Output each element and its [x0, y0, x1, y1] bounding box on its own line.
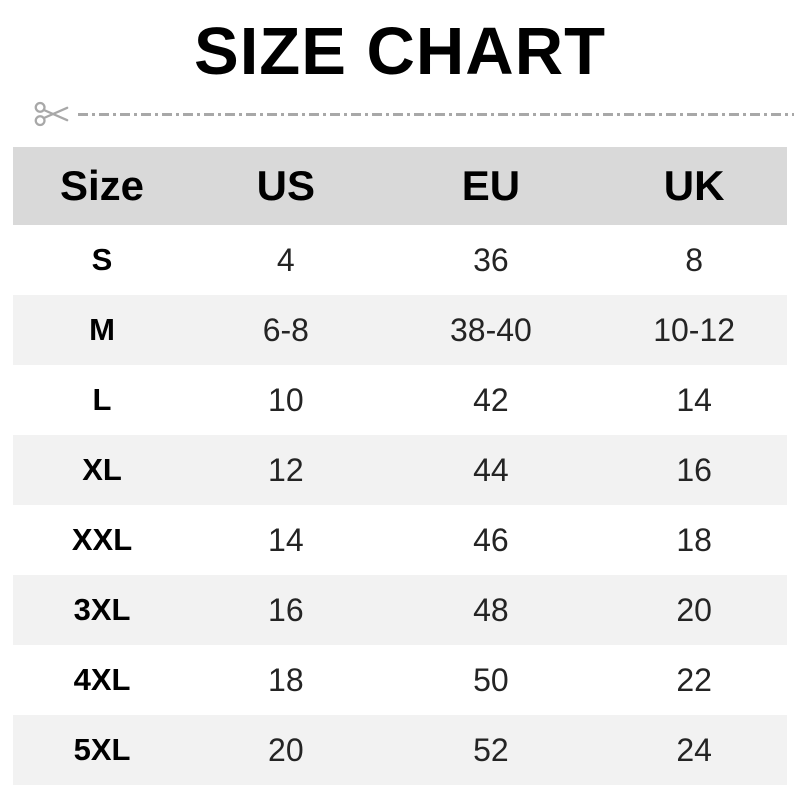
header-size: Size [13, 147, 192, 226]
scissors-icon [33, 98, 71, 130]
table-row: S 4 36 8 [13, 225, 787, 295]
table-row: 4XL 18 50 22 [13, 645, 787, 715]
table-row: 5XL 20 52 24 [13, 715, 787, 786]
header-us: US [191, 147, 381, 226]
table-row: 3XL 16 48 20 [13, 575, 787, 646]
uk-cell: 16 [676, 451, 712, 488]
eu-cell: 42 [473, 381, 509, 418]
table-row: XXL 14 46 18 [13, 505, 787, 575]
header-eu: EU [380, 147, 602, 226]
us-cell: 4 [276, 241, 295, 278]
eu-cell: 36 [473, 241, 509, 278]
us-cell: 14 [268, 521, 304, 558]
uk-cell: 8 [685, 241, 703, 278]
uk-cell: 10-12 [653, 311, 736, 348]
size-cell: XXL [71, 522, 133, 558]
table-header-row: Size US EU UK [13, 147, 787, 226]
uk-cell: 22 [676, 661, 712, 698]
us-cell: 20 [268, 731, 304, 768]
page-title: SIZE CHART [194, 14, 606, 89]
size-cell: L [92, 382, 112, 418]
cut-line [33, 98, 794, 130]
uk-cell: 24 [676, 731, 712, 768]
us-cell: 16 [268, 591, 304, 628]
uk-cell: 18 [676, 521, 712, 558]
eu-cell: 46 [473, 521, 509, 558]
us-cell: 6-8 [262, 311, 309, 348]
size-cell: M [89, 312, 115, 348]
dashed-cut-rule [78, 112, 794, 116]
size-conversion-table: Size US EU UK S 4 36 8 M 6-8 38-40 10-12 L 10 42 14… [13, 147, 787, 786]
size-cell: S [91, 242, 113, 278]
header-uk: UK [601, 147, 787, 226]
table-row: L 10 42 14 [13, 365, 787, 435]
uk-cell: 14 [676, 381, 712, 418]
eu-cell: 48 [473, 591, 509, 628]
table-row: XL 12 44 16 [13, 435, 787, 506]
size-table-body: S 4 36 8 M 6-8 38-40 10-12 L 10 42 14 XL 12 44 16 XXL 14 4… [13, 225, 787, 786]
size-cell: XL [82, 452, 122, 488]
uk-cell: 20 [676, 591, 712, 628]
us-cell: 18 [268, 661, 304, 698]
eu-cell: 52 [473, 731, 509, 768]
eu-cell: 44 [473, 451, 509, 488]
eu-cell: 50 [473, 661, 509, 698]
size-cell: 4XL [73, 662, 131, 698]
us-cell: 12 [268, 451, 304, 488]
size-cell: 5XL [73, 732, 131, 768]
table-row: M 6-8 38-40 10-12 [13, 295, 787, 366]
size-cell: 3XL [73, 592, 131, 628]
us-cell: 10 [268, 381, 304, 418]
eu-cell: 38-40 [450, 311, 532, 348]
